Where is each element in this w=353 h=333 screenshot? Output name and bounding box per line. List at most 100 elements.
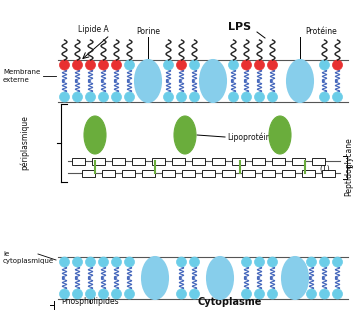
Circle shape xyxy=(60,289,70,299)
Text: Membrane
externe: Membrane externe xyxy=(3,70,40,83)
Circle shape xyxy=(333,60,342,70)
Ellipse shape xyxy=(269,116,291,154)
Circle shape xyxy=(98,257,108,267)
Circle shape xyxy=(190,257,199,267)
Circle shape xyxy=(125,289,134,299)
Bar xyxy=(311,158,324,165)
Circle shape xyxy=(98,60,108,70)
Circle shape xyxy=(241,60,251,70)
Bar xyxy=(301,169,315,176)
Circle shape xyxy=(72,92,83,102)
Circle shape xyxy=(333,92,342,102)
Circle shape xyxy=(255,257,264,267)
Circle shape xyxy=(176,289,186,299)
Circle shape xyxy=(268,60,277,70)
Bar xyxy=(172,158,185,165)
Bar xyxy=(281,169,294,176)
Ellipse shape xyxy=(287,60,313,102)
Bar xyxy=(221,169,234,176)
Circle shape xyxy=(190,60,199,70)
Text: (1): (1) xyxy=(319,165,330,174)
Circle shape xyxy=(176,60,186,70)
Circle shape xyxy=(190,92,199,102)
Circle shape xyxy=(60,92,70,102)
Circle shape xyxy=(85,92,96,102)
Bar xyxy=(322,169,335,176)
Text: Porine: Porine xyxy=(136,27,160,36)
Circle shape xyxy=(333,257,342,267)
Bar xyxy=(151,158,164,165)
Circle shape xyxy=(60,257,70,267)
Circle shape xyxy=(319,92,329,102)
Circle shape xyxy=(72,257,83,267)
Bar xyxy=(132,158,144,165)
Circle shape xyxy=(306,257,317,267)
Circle shape xyxy=(163,92,174,102)
Circle shape xyxy=(112,60,121,70)
Circle shape xyxy=(241,289,251,299)
Circle shape xyxy=(241,257,251,267)
Text: Peptidoglycane: Peptidoglycane xyxy=(344,138,353,196)
Circle shape xyxy=(190,289,199,299)
Text: Cytoplasme: Cytoplasme xyxy=(198,297,262,307)
Circle shape xyxy=(228,60,239,70)
Circle shape xyxy=(228,92,239,102)
Bar xyxy=(262,169,275,176)
Circle shape xyxy=(268,289,277,299)
Circle shape xyxy=(241,92,251,102)
Ellipse shape xyxy=(142,257,168,299)
Bar xyxy=(72,158,84,165)
Bar xyxy=(191,158,204,165)
Text: ie
cytoplasmique: ie cytoplasmique xyxy=(3,250,54,263)
Bar xyxy=(102,169,114,176)
Text: Phospholipides: Phospholipides xyxy=(61,297,119,306)
Text: Protéine: Protéine xyxy=(305,27,337,36)
Bar xyxy=(232,158,245,165)
Text: périplasmique: périplasmique xyxy=(20,115,30,170)
Bar xyxy=(251,158,264,165)
Text: LPS: LPS xyxy=(228,22,252,32)
Circle shape xyxy=(85,257,96,267)
Bar xyxy=(211,158,225,165)
Circle shape xyxy=(60,60,70,70)
Circle shape xyxy=(319,257,329,267)
Bar xyxy=(181,169,195,176)
Ellipse shape xyxy=(200,60,226,102)
Circle shape xyxy=(255,92,264,102)
Bar xyxy=(202,169,215,176)
Circle shape xyxy=(333,289,342,299)
Ellipse shape xyxy=(174,116,196,154)
Circle shape xyxy=(268,92,277,102)
Circle shape xyxy=(125,92,134,102)
Bar xyxy=(142,169,155,176)
Ellipse shape xyxy=(282,257,308,299)
Ellipse shape xyxy=(84,116,106,154)
Circle shape xyxy=(125,257,134,267)
Circle shape xyxy=(176,257,186,267)
Circle shape xyxy=(306,289,317,299)
Circle shape xyxy=(255,289,264,299)
Circle shape xyxy=(255,60,264,70)
Circle shape xyxy=(98,289,108,299)
Circle shape xyxy=(319,60,329,70)
Ellipse shape xyxy=(135,60,161,102)
Circle shape xyxy=(268,257,277,267)
Circle shape xyxy=(176,92,186,102)
Circle shape xyxy=(112,92,121,102)
Bar xyxy=(121,169,134,176)
Bar xyxy=(241,169,255,176)
Bar xyxy=(82,169,95,176)
Bar xyxy=(292,158,305,165)
Bar xyxy=(91,158,104,165)
Text: Lipide A: Lipide A xyxy=(78,25,108,34)
Circle shape xyxy=(319,289,329,299)
Circle shape xyxy=(72,289,83,299)
Circle shape xyxy=(85,289,96,299)
Circle shape xyxy=(98,92,108,102)
Bar xyxy=(271,158,285,165)
Text: Lipoprotéines: Lipoprotéines xyxy=(227,132,279,142)
Circle shape xyxy=(72,60,83,70)
Circle shape xyxy=(163,60,174,70)
Bar xyxy=(162,169,174,176)
Circle shape xyxy=(112,257,121,267)
